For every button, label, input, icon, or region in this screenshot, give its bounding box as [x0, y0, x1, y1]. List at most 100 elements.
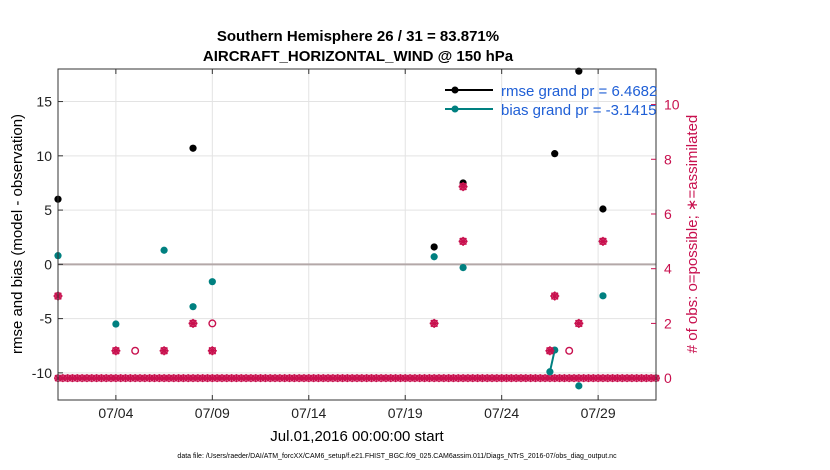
obs-zero-asterisk	[140, 374, 149, 383]
obs-zero-asterisk	[251, 374, 260, 383]
x-tick-label: 07/24	[484, 405, 519, 421]
obs-zero-asterisk	[357, 374, 366, 383]
data-point	[430, 243, 438, 251]
obs-zero-asterisk	[198, 374, 207, 383]
obs-assimilated-point	[429, 318, 439, 328]
obs-zero-asterisk	[324, 374, 333, 383]
data-point	[160, 246, 168, 254]
obs-zero-asterisk	[516, 374, 525, 383]
obs-zero-asterisk	[550, 374, 559, 383]
obs-zero-asterisk	[135, 374, 144, 383]
obs-zero-asterisk	[618, 374, 627, 383]
obs-zero-asterisk	[401, 374, 410, 383]
obs-zero-asterisk	[396, 374, 405, 383]
x-tick-label: 07/29	[581, 405, 616, 421]
obs-zero-asterisk	[179, 374, 188, 383]
obs-zero-asterisk	[492, 374, 501, 383]
series-3	[53, 182, 608, 356]
x-tick-label: 07/09	[195, 405, 230, 421]
obs-zero-asterisk	[256, 374, 265, 383]
obs-zero-asterisk	[333, 374, 342, 383]
obs-zero-asterisk	[391, 374, 400, 383]
y2-tick-label: 10	[664, 97, 680, 113]
obs-zero-asterisk	[555, 374, 564, 383]
obs-zero-asterisk	[579, 374, 588, 383]
obs-zero-asterisk	[126, 374, 135, 383]
zero-obs-markers	[54, 374, 660, 383]
y-tick-label: 15	[36, 94, 52, 110]
obs-zero-asterisk	[381, 374, 390, 383]
obs-zero-asterisk	[406, 374, 415, 383]
obs-assimilated-point	[458, 182, 468, 192]
obs-zero-asterisk	[242, 374, 251, 383]
obs-zero-asterisk	[608, 374, 617, 383]
obs-zero-asterisk	[184, 374, 193, 383]
obs-zero-asterisk	[232, 374, 241, 383]
obs-zero-asterisk	[386, 374, 395, 383]
legend-bias-marker	[451, 105, 459, 113]
obs-zero-asterisk	[266, 374, 275, 383]
obs-assimilated-point	[159, 346, 169, 356]
obs-zero-asterisk	[372, 374, 381, 383]
obs-zero-asterisk	[131, 374, 140, 383]
obs-zero-asterisk	[512, 374, 521, 383]
series-2	[54, 182, 607, 355]
obs-assimilated-point	[207, 346, 217, 356]
obs-zero-asterisk	[290, 374, 299, 383]
y2-tick-label: 8	[664, 151, 672, 167]
legend-rmse-marker	[451, 86, 459, 94]
obs-zero-asterisk	[193, 374, 202, 383]
obs-zero-asterisk	[116, 374, 125, 383]
obs-zero-asterisk	[217, 374, 226, 383]
obs-possible-point	[131, 346, 140, 355]
obs-zero-asterisk	[275, 374, 284, 383]
obs-possible-point	[565, 346, 574, 355]
y-tick-label: 5	[44, 202, 52, 218]
y2-tick-label: 4	[664, 261, 672, 277]
obs-zero-asterisk	[237, 374, 246, 383]
obs-assimilated-point	[188, 318, 198, 328]
obs-zero-asterisk	[497, 374, 506, 383]
obs-zero-asterisk	[463, 374, 472, 383]
obs-zero-asterisk	[541, 374, 550, 383]
series-connector	[548, 349, 556, 373]
obs-zero-asterisk	[632, 374, 641, 383]
obs-zero-asterisk	[102, 374, 111, 383]
obs-assimilated-point	[574, 318, 584, 328]
x-axis-label: Jul.01,2016 00:00:00 start	[270, 428, 444, 445]
legend-rmse-label: rmse grand pr = 6.4682	[501, 83, 657, 100]
obs-zero-asterisk	[362, 374, 371, 383]
chart-subtitle: AIRCRAFT_HORIZONTAL_WIND @ 150 hPa	[203, 48, 514, 65]
obs-zero-asterisk	[565, 374, 574, 383]
obs-zero-asterisk	[58, 374, 67, 383]
obs-zero-asterisk	[97, 374, 106, 383]
data-point	[599, 205, 607, 213]
x-tick-label: 07/04	[98, 405, 133, 421]
data-point	[575, 382, 583, 390]
legend: rmse grand pr = 6.4682 bias grand pr = -…	[445, 83, 657, 119]
y-tick-label: -5	[40, 311, 53, 327]
y-tick-label: 10	[36, 148, 52, 164]
obs-possible-point	[208, 319, 217, 328]
obs-zero-asterisk	[574, 374, 583, 383]
obs-zero-asterisk	[454, 374, 463, 383]
obs-zero-asterisk	[169, 374, 178, 383]
obs-zero-asterisk	[78, 374, 87, 383]
obs-zero-asterisk	[483, 374, 492, 383]
obs-zero-asterisk	[271, 374, 280, 383]
obs-zero-asterisk	[613, 374, 622, 383]
obs-zero-asterisk	[473, 374, 482, 383]
obs-zero-asterisk	[584, 374, 593, 383]
obs-zero-asterisk	[319, 374, 328, 383]
obs-zero-asterisk	[589, 374, 598, 383]
obs-zero-asterisk	[531, 374, 540, 383]
obs-assimilated-point	[550, 291, 560, 301]
obs-zero-asterisk	[73, 374, 82, 383]
data-file-footer: data file: /Users/raeder/DAI/ATM_forcXX/…	[177, 453, 617, 460]
obs-zero-asterisk	[637, 374, 646, 383]
obs-zero-asterisk	[107, 374, 116, 383]
x-tick-label: 07/19	[388, 405, 423, 421]
obs-zero-asterisk	[68, 374, 77, 383]
y-tick-label: 0	[44, 256, 52, 272]
